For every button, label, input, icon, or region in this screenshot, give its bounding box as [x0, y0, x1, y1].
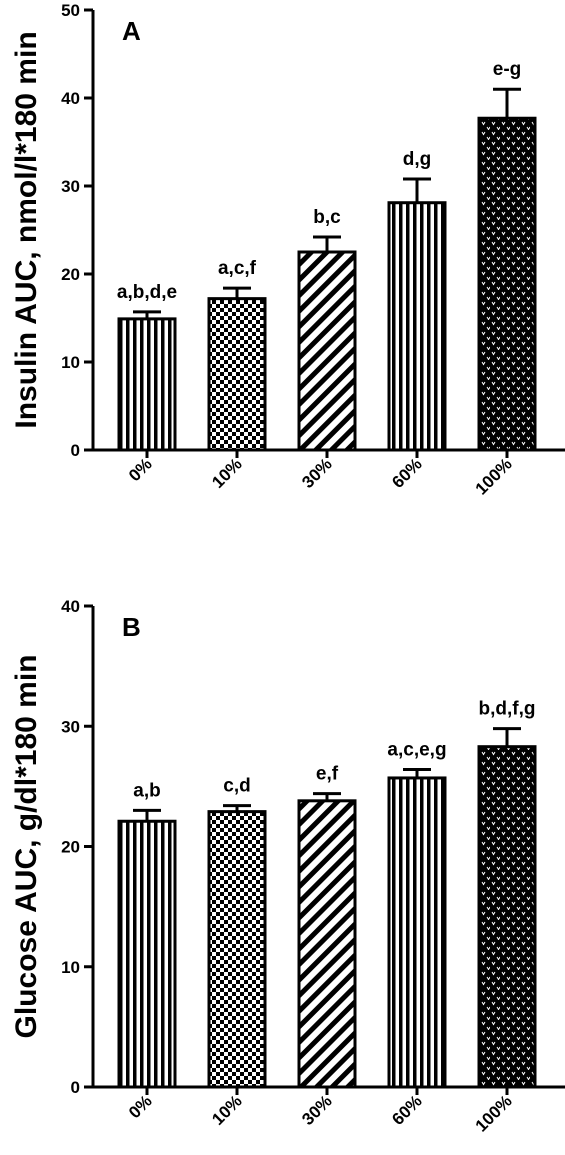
panel-label: B	[122, 612, 141, 642]
bar-annotation: e,f	[316, 764, 339, 785]
bar-30pct	[297, 799, 357, 1089]
bar-annotation: e-g	[493, 59, 522, 80]
bar-30pct	[297, 250, 357, 452]
bar-10pct	[207, 297, 267, 452]
x-tick-label: 60%	[388, 454, 425, 491]
bar-0pct	[117, 819, 177, 1089]
bar-annotation: b,d,f,g	[479, 699, 536, 720]
bar-annotation: d,g	[403, 149, 432, 170]
x-tick-label: 0%	[125, 1091, 156, 1122]
bar-0pct	[117, 317, 177, 452]
bar-100pct	[477, 745, 537, 1089]
y-axis-title: Glucose AUC, g/dl*180 min	[10, 655, 43, 1039]
x-tick-label: 10%	[208, 1091, 245, 1128]
x-tick-label: 100%	[472, 1091, 516, 1135]
bar-10pct	[207, 810, 267, 1089]
x-tick-label: 10%	[208, 454, 245, 491]
panel-b: 0 10 20 30 40 Glucose AUC, g/dl*180 min Ba,b 0%…	[10, 597, 565, 1136]
y-tick-label: 10	[61, 353, 80, 372]
bar-60pct	[387, 776, 447, 1089]
y-tick-label: 30	[61, 717, 80, 736]
panel-a: 0 10 20 30 40 50 Insulin AUC, nmol/l*180 min Aa…	[10, 1, 565, 499]
panel-label: A	[122, 16, 141, 46]
x-tick-label: 30%	[298, 454, 335, 491]
y-tick-label: 40	[61, 597, 80, 616]
y-tick-label: 20	[61, 838, 80, 857]
bar-annotation: a,b,d,e	[117, 282, 177, 303]
x-tick-label: 60%	[388, 1091, 425, 1128]
y-tick-label: 10	[61, 958, 80, 977]
bar-annotation: b,c	[313, 207, 341, 228]
y-tick-label: 50	[61, 1, 80, 20]
x-tick-label: 0%	[125, 454, 156, 485]
bar-60pct	[387, 201, 447, 452]
y-tick-label: 0	[71, 441, 80, 460]
y-tick-label: 0	[71, 1078, 80, 1097]
bar-100pct	[477, 116, 537, 452]
bar-annotation: c,d	[223, 776, 250, 797]
y-axis-title: Insulin AUC, nmol/l*180 min	[10, 31, 43, 428]
x-tick-label: 30%	[298, 1091, 335, 1128]
y-tick-label: 20	[61, 265, 80, 284]
y-tick-label: 40	[61, 89, 80, 108]
bar-annotation: a,c,e,g	[387, 740, 446, 761]
x-tick-label: 100%	[472, 454, 516, 498]
bar-annotation: a,c,f	[218, 258, 257, 279]
y-tick-label: 30	[61, 177, 80, 196]
bar-annotation: a,b	[133, 780, 160, 801]
